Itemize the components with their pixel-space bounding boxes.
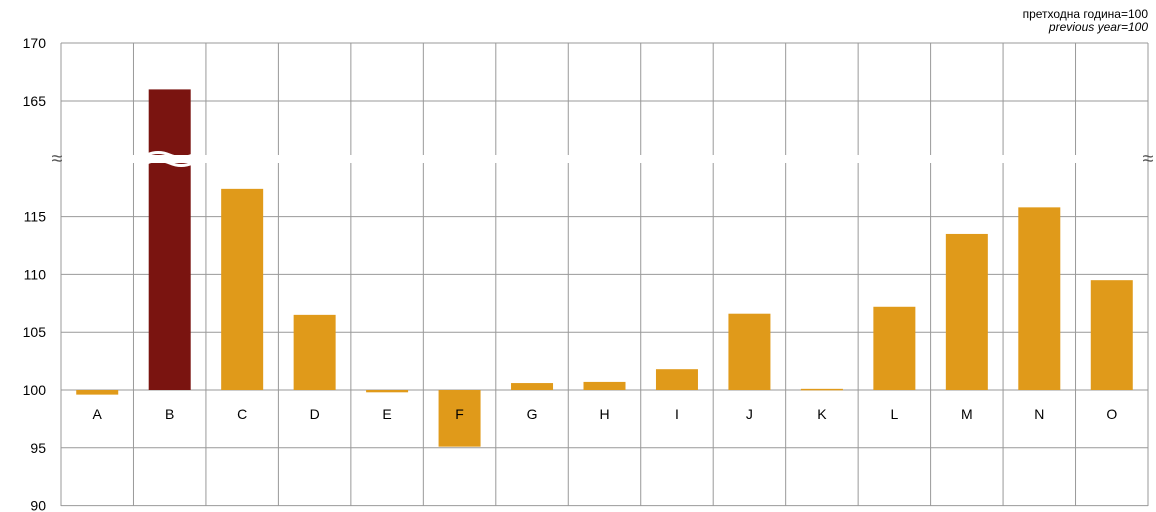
y-tick-label: 115 — [24, 209, 47, 225]
bar-l — [873, 306, 916, 390]
bar-h — [583, 381, 626, 390]
y-tick-label: 90 — [30, 498, 46, 512]
break-wave-bar-top — [146, 151, 194, 159]
x-tick-label: A — [93, 406, 103, 422]
x-tick-label: N — [1034, 406, 1044, 422]
x-tick-label: C — [237, 406, 247, 422]
y-tick-label: 170 — [23, 35, 47, 51]
note-line-1: претходна година=100 — [1022, 7, 1148, 21]
index-note: претходна година=100 previous year=100 — [1023, 8, 1148, 34]
bar-e — [366, 390, 409, 393]
x-tick-label: I — [675, 406, 679, 422]
y-tick-label: 105 — [23, 324, 47, 340]
x-tick-label: J — [746, 406, 753, 422]
bar-b — [148, 89, 191, 391]
bar-m — [945, 233, 988, 390]
note-line-2: previous year=100 — [1048, 20, 1148, 34]
bar-j — [728, 313, 771, 390]
x-tick-label: D — [310, 406, 320, 422]
bar-g — [511, 383, 554, 390]
bar-f — [438, 390, 481, 447]
x-tick-label: G — [527, 406, 538, 422]
axis-break-marker-right: ≈ — [1143, 148, 1154, 170]
y-tick-label: 110 — [24, 266, 47, 282]
x-tick-label: B — [165, 406, 174, 422]
x-tick-label: E — [382, 406, 391, 422]
y-tick-label: 95 — [30, 440, 46, 456]
bar-k — [800, 388, 843, 391]
x-tick-label: K — [817, 406, 827, 422]
x-tick-label: F — [455, 406, 464, 422]
axis-break-gap — [62, 155, 1147, 163]
y-tick-label: 165 — [23, 93, 47, 109]
bar-o — [1090, 280, 1133, 390]
axis-break-marker-left: ≈ — [52, 148, 63, 170]
bar-a — [76, 390, 119, 395]
bar-n — [1018, 207, 1061, 390]
bar-i — [655, 369, 698, 390]
x-tick-label: H — [599, 406, 609, 422]
y-tick-label: 100 — [23, 382, 47, 398]
x-tick-label: M — [961, 406, 973, 422]
bar-d — [293, 314, 336, 390]
bar-c — [221, 188, 264, 390]
x-tick-label: L — [890, 406, 898, 422]
x-tick-label: O — [1106, 406, 1117, 422]
break-wave-bar-bottom — [146, 159, 194, 167]
